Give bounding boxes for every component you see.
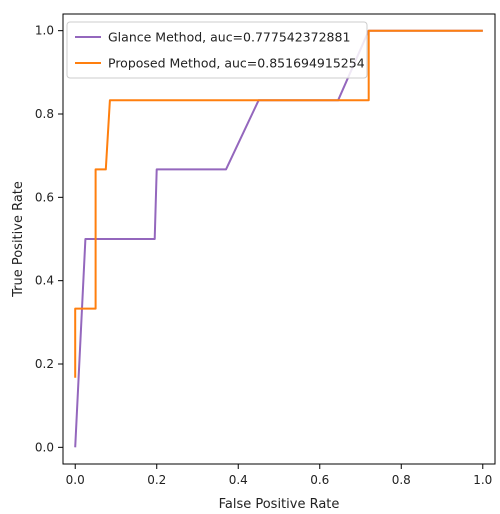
y-axis-label: True Positive Rate: [11, 181, 26, 298]
legend-entry-proposed: Proposed Method, auc=0.851694915254: [108, 56, 365, 71]
x-tick-label: 0.6: [310, 473, 329, 487]
legend-entry-glance: Glance Method, auc=0.777542372881: [108, 30, 350, 45]
x-tick-label: 0.8: [392, 473, 411, 487]
y-tick-label: 0.2: [35, 357, 54, 371]
y-tick-label: 1.0: [35, 24, 54, 38]
y-tick-label: 0.4: [35, 274, 54, 288]
x-tick-label: 0.4: [229, 473, 248, 487]
y-tick-label: 0.8: [35, 107, 54, 121]
series-line-proposed: [74, 29, 483, 378]
series-line-glance: [74, 29, 483, 448]
x-tick-label: 0.2: [147, 473, 166, 487]
ticks: 0.0 0.2 0.4 0.6 0.8 1.0 0.0 0.2 0.4 0.6 0.8 1.0: [35, 24, 492, 487]
axes-frame: [62, 13, 496, 465]
plot-area: [74, 29, 483, 448]
x-tick-label: 1.0: [473, 473, 492, 487]
legend-box: [66, 21, 368, 79]
y-tick-label: 0.6: [35, 190, 54, 204]
x-axis-label: False Positive Rate: [219, 497, 340, 512]
x-tick-label: 0.0: [66, 473, 85, 487]
legend: Glance Method, auc=0.777542372881 Propos…: [66, 21, 368, 79]
y-tick-label: 0.0: [35, 440, 54, 454]
